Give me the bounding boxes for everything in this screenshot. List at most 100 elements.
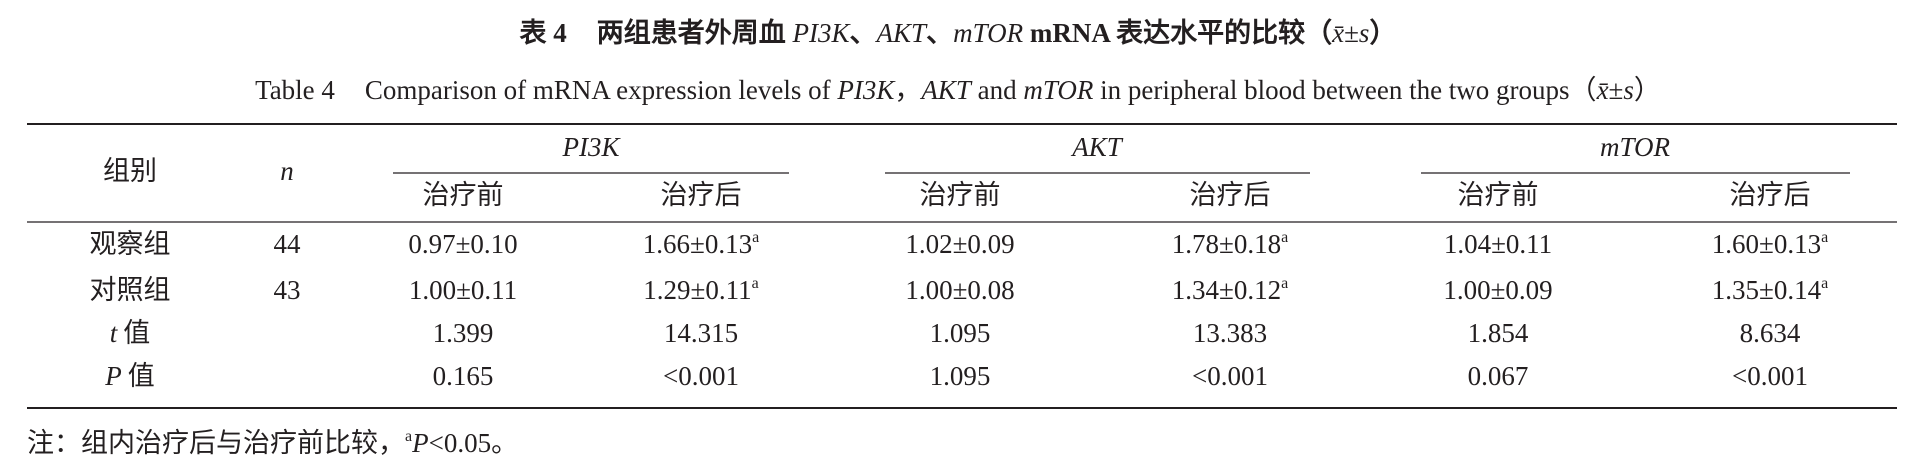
cell-value: 1.66±0.13 bbox=[643, 229, 752, 259]
title-part: ± bbox=[1344, 18, 1359, 48]
header-phase: 治疗后 bbox=[1730, 180, 1811, 210]
header-n: n bbox=[280, 156, 294, 186]
title-part: x̄ bbox=[1596, 75, 1609, 105]
cell-sup: a bbox=[752, 229, 759, 246]
cell: 0.067 bbox=[1468, 361, 1529, 391]
title-part: 、 bbox=[850, 18, 877, 48]
cell-value: 1.854 bbox=[1468, 318, 1529, 348]
row-symbol: t bbox=[110, 318, 119, 348]
cell: 1.35±0.14a bbox=[1712, 275, 1828, 306]
cell-value: 1.00±0.09 bbox=[1443, 275, 1552, 305]
cell-value: 1.02±0.09 bbox=[905, 229, 1014, 259]
title-part: PI3K bbox=[836, 75, 896, 105]
cell-value: 0.165 bbox=[433, 361, 494, 391]
cell: 1.00±0.09 bbox=[1443, 275, 1552, 305]
cell: 1.095 bbox=[930, 361, 991, 391]
title-part: ） bbox=[1634, 75, 1661, 105]
title-part: and bbox=[971, 75, 1023, 105]
title-part: s bbox=[1359, 18, 1370, 48]
cell: 0.97±0.10 bbox=[408, 229, 517, 259]
cell: 1.00±0.08 bbox=[905, 275, 1014, 305]
cell-value: 1.60±0.13 bbox=[1712, 229, 1821, 259]
title-part: PI3K bbox=[792, 18, 852, 48]
title-en: Table 4 Comparison of mRNA expression lev… bbox=[255, 75, 1661, 105]
header-group: 组别 bbox=[103, 156, 157, 186]
note-part: 注：组内治疗后与治疗前比较， bbox=[27, 428, 405, 458]
title-part: s bbox=[1623, 75, 1634, 105]
cell: 1.66±0.13a bbox=[643, 229, 759, 260]
note-sup: a bbox=[405, 428, 412, 445]
header-gene: mTOR bbox=[1600, 132, 1671, 162]
note-part: P bbox=[411, 428, 429, 458]
title-part: mTOR bbox=[953, 18, 1024, 48]
cell-value: 13.383 bbox=[1193, 318, 1267, 348]
cell-value: <0.001 bbox=[1732, 361, 1808, 391]
header-phase: 治疗后 bbox=[661, 180, 742, 210]
title-part: AKT bbox=[875, 18, 929, 48]
cell: 8.634 bbox=[1740, 318, 1801, 348]
title-part: Comparison of mRNA expression levels of bbox=[365, 75, 837, 105]
cell-value: 1.29±0.11 bbox=[643, 275, 751, 305]
title-cn: 表 4 两组患者外周血 PI3K、AKT、mTOR mRNA 表达水平的比较（x̄… bbox=[520, 17, 1397, 48]
title-part: ） bbox=[1369, 18, 1396, 48]
cell-value: 1.00±0.11 bbox=[409, 275, 517, 305]
row-label-text: 对照组 bbox=[90, 275, 171, 305]
cell: 13.383 bbox=[1193, 318, 1267, 348]
title-part: Table 4 bbox=[255, 75, 335, 105]
cell: 1.29±0.11a bbox=[643, 275, 758, 306]
title-part: 两组患者外周血 bbox=[597, 17, 793, 48]
title-part: 表 4 bbox=[520, 18, 567, 48]
title-part: mTOR bbox=[1023, 75, 1094, 105]
header-phase: 治疗前 bbox=[920, 180, 1001, 210]
title-part: x̄ bbox=[1331, 18, 1344, 48]
cell-value: 8.634 bbox=[1740, 318, 1801, 348]
header-phase: 治疗后 bbox=[1190, 180, 1271, 210]
cell-sup: a bbox=[752, 275, 759, 292]
title-part: mRNA 表达水平的比较（ bbox=[1023, 17, 1332, 48]
note: 注：组内治疗后与治疗前比较，aP<0.05。 bbox=[27, 428, 518, 459]
title-part: 、 bbox=[926, 18, 953, 48]
cell: 1.095 bbox=[930, 318, 991, 348]
row-label-text: 观察组 bbox=[90, 229, 171, 259]
cell-value: 1.34±0.12 bbox=[1172, 275, 1281, 305]
row-label: 观察组 bbox=[90, 229, 171, 259]
cell: <0.001 bbox=[1192, 361, 1268, 391]
title-part: ， bbox=[894, 75, 921, 105]
header-phase: 治疗前 bbox=[1458, 180, 1539, 210]
cell: 1.04±0.11 bbox=[1444, 229, 1552, 259]
cell: 1.399 bbox=[433, 318, 494, 348]
note-part: <0.05。 bbox=[429, 428, 518, 458]
cell-value: 1.095 bbox=[930, 318, 991, 348]
cell-sup: a bbox=[1821, 229, 1828, 246]
cell-value: 0.067 bbox=[1468, 361, 1529, 391]
cell-sup: a bbox=[1821, 275, 1828, 292]
cell: 1.78±0.18a bbox=[1172, 229, 1288, 260]
row-label-text: 值 bbox=[128, 361, 155, 391]
header-gene: PI3K bbox=[562, 132, 622, 162]
cell-sup: a bbox=[1281, 229, 1288, 246]
cell: 1.854 bbox=[1468, 318, 1529, 348]
cell-sup: a bbox=[1281, 275, 1288, 292]
cell: 14.315 bbox=[664, 318, 738, 348]
cell: 1.60±0.13a bbox=[1712, 229, 1828, 260]
row-label-text: 值 bbox=[123, 318, 150, 348]
cell-value: 1.35±0.14 bbox=[1712, 275, 1822, 305]
header-gene: AKT bbox=[1070, 132, 1124, 162]
cell-value: 0.97±0.10 bbox=[408, 229, 517, 259]
cell: 1.00±0.11 bbox=[409, 275, 517, 305]
row-symbol: P bbox=[104, 361, 122, 391]
cell: 1.02±0.09 bbox=[905, 229, 1014, 259]
cell-value: <0.001 bbox=[663, 361, 739, 391]
cell-value: 1.00±0.08 bbox=[905, 275, 1014, 305]
row-n: 44 bbox=[274, 229, 302, 259]
cell-value: <0.001 bbox=[1192, 361, 1268, 391]
cell: <0.001 bbox=[1732, 361, 1808, 391]
cell-value: 1.04±0.11 bbox=[1444, 229, 1552, 259]
title-part: AKT bbox=[919, 75, 973, 105]
title-part: in peripheral blood between the two grou… bbox=[1093, 75, 1596, 105]
header-phase: 治疗前 bbox=[423, 180, 504, 210]
cell: 1.34±0.12a bbox=[1172, 275, 1288, 306]
